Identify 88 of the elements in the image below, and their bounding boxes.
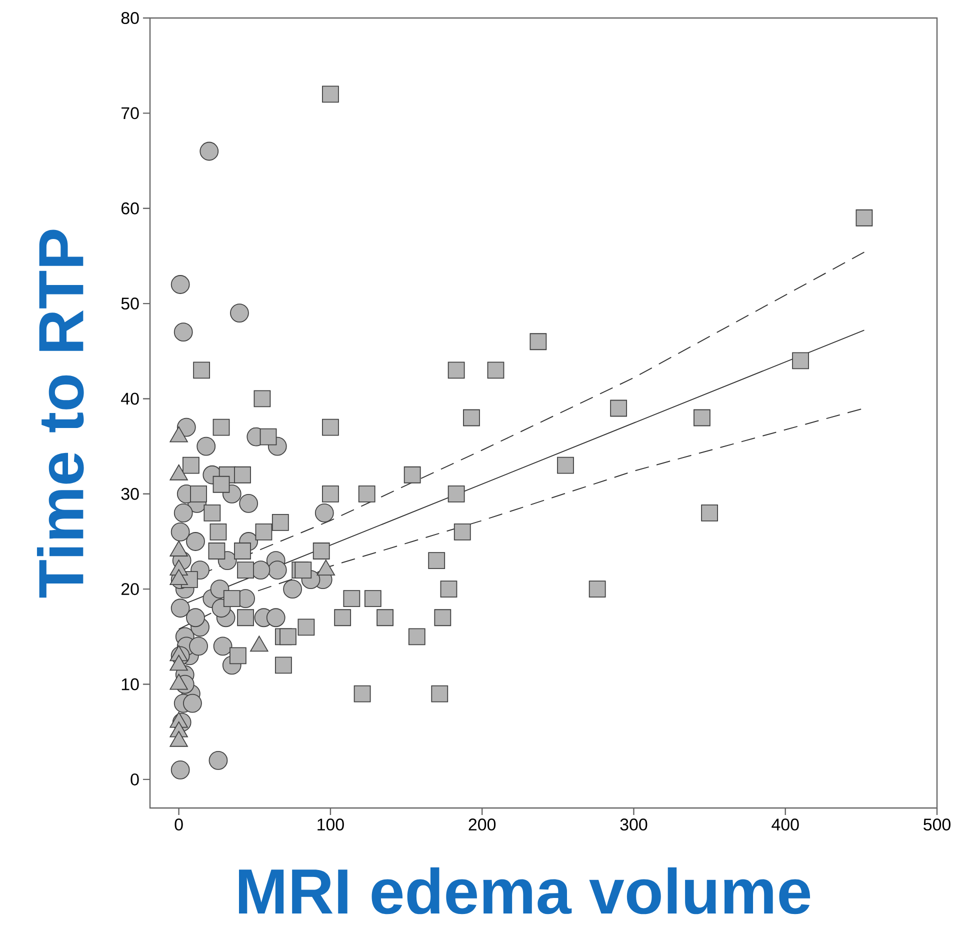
point	[274, 656, 292, 674]
y-tick-label: 20	[122, 583, 139, 596]
point	[354, 685, 371, 702]
point	[792, 352, 809, 370]
point	[408, 628, 426, 646]
point	[283, 580, 302, 599]
point	[234, 466, 251, 484]
point	[254, 390, 271, 408]
point	[230, 647, 246, 664]
point	[170, 598, 190, 618]
point	[440, 580, 458, 598]
point	[193, 362, 210, 379]
point	[212, 476, 230, 493]
point	[182, 456, 200, 474]
point	[448, 362, 465, 379]
point	[200, 142, 219, 161]
point	[343, 590, 360, 608]
point	[557, 456, 574, 474]
point	[856, 209, 873, 226]
point	[204, 504, 221, 522]
point	[334, 609, 352, 626]
point	[280, 628, 296, 646]
point	[588, 580, 606, 598]
point	[208, 750, 228, 770]
point	[174, 322, 193, 342]
point	[376, 609, 394, 626]
x-tick-label: 0	[174, 818, 183, 831]
point	[463, 409, 480, 426]
y-tick-label: 30	[121, 488, 139, 500]
point	[189, 636, 208, 656]
y-tick-label: 0	[130, 773, 139, 786]
point	[237, 609, 254, 626]
x-tick-label: 300	[620, 818, 648, 831]
y-tick-label: 50	[121, 298, 139, 310]
point	[170, 522, 190, 542]
point	[255, 524, 272, 540]
point	[364, 590, 382, 608]
point	[294, 562, 312, 578]
point	[237, 562, 254, 578]
point	[174, 503, 193, 522]
point	[322, 485, 339, 502]
point	[170, 275, 190, 294]
point	[213, 636, 232, 656]
x-tick-label: 400	[772, 818, 799, 831]
point	[234, 542, 251, 560]
point	[183, 694, 202, 713]
x-tick-label: 200	[468, 818, 496, 831]
point	[530, 333, 547, 350]
point	[260, 428, 277, 446]
point	[431, 685, 448, 702]
x-tick-label: 500	[924, 818, 950, 831]
point	[230, 304, 249, 323]
point	[208, 542, 226, 560]
point	[358, 485, 376, 502]
x-tick-label: 100	[318, 818, 344, 831]
point	[434, 609, 452, 626]
y-tick-label: 60	[122, 202, 139, 214]
y-axis-title: Time to RTP	[36, 230, 84, 598]
point	[298, 618, 315, 636]
point	[487, 362, 504, 379]
point	[268, 560, 287, 580]
point	[210, 524, 227, 540]
point	[170, 760, 190, 780]
y-tick-label: 40	[121, 392, 139, 405]
y-tick-label: 10	[122, 678, 139, 690]
point	[404, 466, 421, 484]
point	[312, 542, 330, 560]
point	[322, 418, 339, 436]
point	[694, 409, 710, 426]
point	[454, 524, 471, 540]
point	[223, 590, 240, 608]
point	[428, 552, 446, 569]
point	[266, 608, 286, 628]
point	[190, 485, 207, 502]
point	[314, 503, 334, 522]
point	[448, 485, 465, 502]
y-tick-label: 70	[122, 107, 139, 120]
y-tick-label: 80	[121, 12, 139, 24]
point	[186, 532, 205, 551]
point	[186, 608, 205, 628]
point	[322, 86, 339, 103]
point	[610, 400, 628, 417]
x-axis-title: MRI edema volume	[238, 867, 810, 914]
point	[196, 436, 216, 456]
point	[212, 418, 230, 436]
point	[701, 504, 718, 522]
point	[272, 514, 289, 531]
point	[239, 494, 258, 513]
